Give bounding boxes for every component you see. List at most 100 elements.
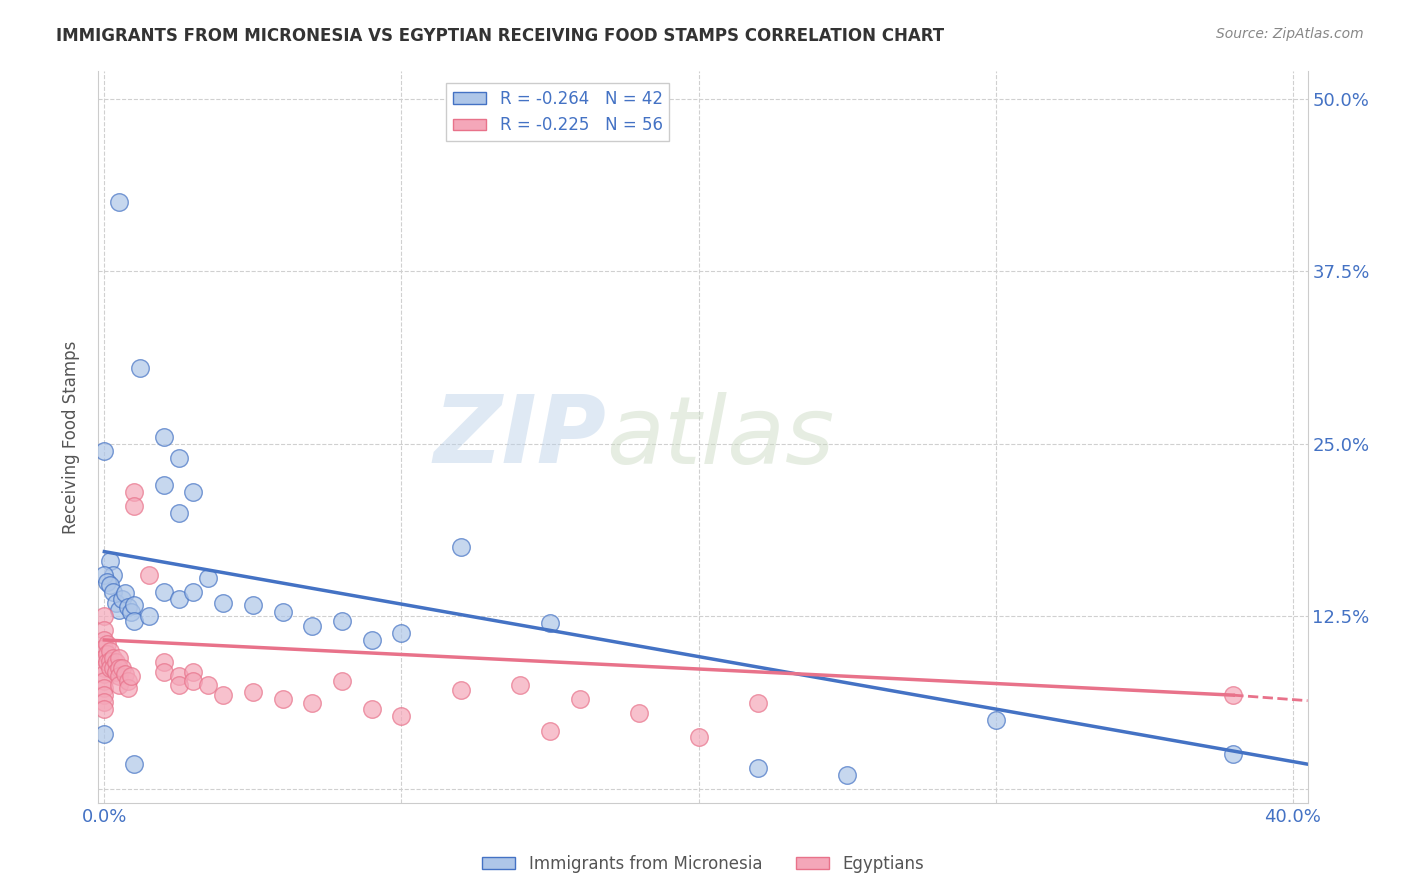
Point bbox=[93, 727, 115, 741]
Legend: Immigrants from Micronesia, Egyptians: Immigrants from Micronesia, Egyptians bbox=[475, 848, 931, 880]
Point bbox=[242, 599, 264, 613]
Point bbox=[105, 596, 128, 610]
Text: ZIP: ZIP bbox=[433, 391, 606, 483]
Point bbox=[93, 443, 115, 458]
Point bbox=[167, 506, 190, 520]
Point bbox=[96, 647, 118, 661]
Point bbox=[688, 730, 710, 744]
Point bbox=[93, 568, 115, 582]
Point bbox=[835, 768, 858, 782]
Point bbox=[301, 619, 323, 633]
Point bbox=[103, 568, 125, 582]
Point bbox=[242, 685, 264, 699]
Point bbox=[108, 669, 131, 683]
Point bbox=[93, 702, 115, 716]
Point bbox=[568, 692, 591, 706]
Point bbox=[93, 667, 115, 681]
Point bbox=[105, 665, 128, 679]
Point bbox=[93, 609, 115, 624]
Point bbox=[117, 599, 139, 614]
Point bbox=[538, 616, 561, 631]
Point bbox=[628, 706, 651, 720]
Point bbox=[301, 697, 323, 711]
Point bbox=[122, 485, 145, 500]
Point bbox=[93, 674, 115, 689]
Point bbox=[93, 632, 115, 647]
Point bbox=[105, 655, 128, 669]
Point bbox=[1222, 688, 1244, 702]
Point bbox=[138, 568, 160, 582]
Point bbox=[108, 651, 131, 665]
Point bbox=[93, 688, 115, 702]
Point bbox=[183, 584, 205, 599]
Point bbox=[509, 678, 531, 692]
Point bbox=[111, 660, 134, 674]
Point bbox=[98, 578, 121, 592]
Point bbox=[111, 591, 134, 606]
Point bbox=[330, 674, 353, 689]
Point bbox=[271, 692, 294, 706]
Text: Source: ZipAtlas.com: Source: ZipAtlas.com bbox=[1216, 27, 1364, 41]
Point bbox=[167, 669, 190, 683]
Point bbox=[212, 596, 235, 610]
Point bbox=[167, 450, 190, 465]
Point bbox=[108, 195, 131, 210]
Point bbox=[98, 554, 121, 568]
Point bbox=[103, 651, 125, 665]
Point bbox=[98, 644, 121, 658]
Point bbox=[120, 669, 142, 683]
Point bbox=[183, 485, 205, 500]
Point bbox=[450, 541, 472, 555]
Point bbox=[93, 651, 115, 665]
Point bbox=[360, 702, 382, 716]
Point bbox=[93, 660, 115, 674]
Point bbox=[122, 599, 145, 613]
Point bbox=[98, 660, 121, 674]
Point bbox=[117, 674, 139, 689]
Point bbox=[122, 614, 145, 628]
Point bbox=[122, 499, 145, 513]
Text: atlas: atlas bbox=[606, 392, 835, 483]
Point bbox=[747, 761, 769, 775]
Point bbox=[103, 584, 125, 599]
Point bbox=[1222, 747, 1244, 762]
Point bbox=[167, 678, 190, 692]
Point bbox=[330, 614, 353, 628]
Point bbox=[152, 478, 174, 492]
Point bbox=[138, 609, 160, 624]
Point bbox=[120, 605, 142, 619]
Point bbox=[212, 688, 235, 702]
Text: IMMIGRANTS FROM MICRONESIA VS EGYPTIAN RECEIVING FOOD STAMPS CORRELATION CHART: IMMIGRANTS FROM MICRONESIA VS EGYPTIAN R… bbox=[56, 27, 945, 45]
Point bbox=[197, 678, 219, 692]
Point bbox=[96, 655, 118, 669]
Point bbox=[391, 626, 413, 640]
Point bbox=[167, 591, 190, 606]
Point bbox=[183, 665, 205, 679]
Point bbox=[93, 681, 115, 696]
Point bbox=[108, 678, 131, 692]
Point bbox=[360, 632, 382, 647]
Point bbox=[96, 637, 118, 651]
Point bbox=[93, 641, 115, 656]
Point bbox=[747, 697, 769, 711]
Point bbox=[93, 624, 115, 638]
Point bbox=[152, 665, 174, 679]
Point bbox=[183, 674, 205, 689]
Point bbox=[152, 430, 174, 444]
Point bbox=[984, 713, 1007, 727]
Point bbox=[271, 605, 294, 619]
Point bbox=[152, 655, 174, 669]
Point bbox=[114, 667, 136, 681]
Point bbox=[450, 682, 472, 697]
Point bbox=[117, 681, 139, 696]
Point bbox=[108, 660, 131, 674]
Point bbox=[152, 584, 174, 599]
Point bbox=[538, 724, 561, 739]
Point bbox=[391, 709, 413, 723]
Point bbox=[93, 695, 115, 709]
Point bbox=[108, 602, 131, 616]
Y-axis label: Receiving Food Stamps: Receiving Food Stamps bbox=[62, 341, 80, 533]
Point bbox=[103, 660, 125, 674]
Point bbox=[96, 574, 118, 589]
Point bbox=[122, 757, 145, 772]
